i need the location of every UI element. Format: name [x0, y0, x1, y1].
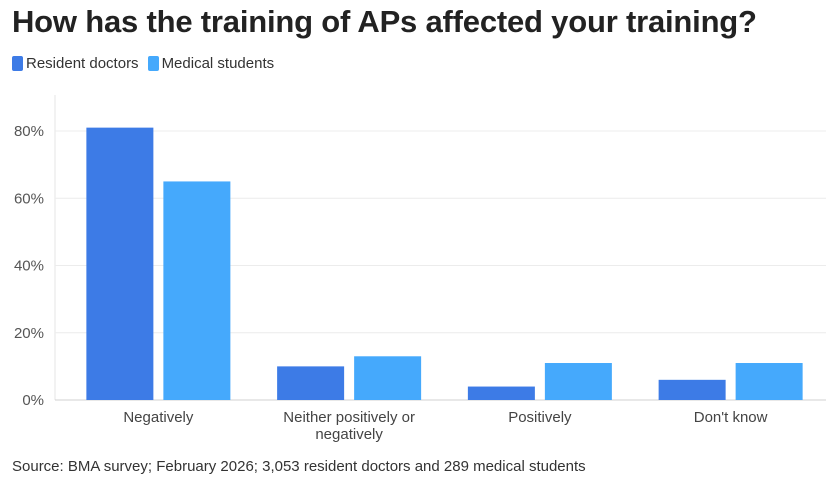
- bar-resident-doctors: [467, 386, 535, 400]
- bar-resident-doctors: [277, 366, 345, 400]
- bar-medical-students: [354, 356, 422, 400]
- y-tick-label: 80%: [14, 123, 44, 140]
- y-tick-label: 20%: [14, 325, 44, 342]
- bar-resident-doctors: [658, 379, 726, 400]
- y-tick-label: 40%: [14, 258, 44, 275]
- chart-title: How has the training of APs affected you…: [12, 4, 757, 39]
- x-tick-label: Don't know: [694, 409, 768, 426]
- source-note: Source: BMA survey; February 2026; 3,053…: [12, 458, 586, 475]
- legend-label-resident-doctors: Resident doctors: [26, 55, 139, 72]
- bar-medical-students: [735, 363, 803, 400]
- y-tick-label: 0%: [22, 392, 44, 409]
- x-tick-label: Negatively: [123, 409, 194, 426]
- y-tick-label: 60%: [14, 190, 44, 207]
- chart-legend: Resident doctors Medical students: [12, 55, 283, 72]
- legend-swatch-resident-doctors: [12, 56, 23, 71]
- legend-label-medical-students: Medical students: [161, 55, 275, 72]
- bar-medical-students: [544, 363, 612, 400]
- bar-resident-doctors: [86, 127, 154, 400]
- x-tick-label: Neither positively or negatively: [283, 409, 415, 443]
- bar-medical-students: [163, 181, 231, 400]
- legend-item-medical-students: Medical students: [147, 55, 275, 72]
- legend-swatch-medical-students: [147, 56, 159, 71]
- legend-item-resident-doctors: Resident doctors: [12, 55, 139, 72]
- x-tick-label: Positively: [508, 409, 572, 426]
